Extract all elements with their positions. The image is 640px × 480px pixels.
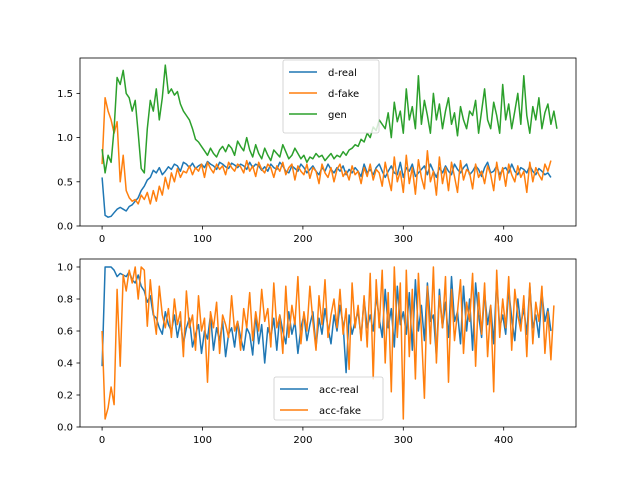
legend-label-d-fake: d-fake	[328, 89, 359, 100]
plot-area	[101, 266, 555, 420]
x-tick-label: 300	[394, 435, 413, 446]
y-tick-label: 0.0	[57, 222, 73, 233]
legend-label-acc-fake: acc-fake	[319, 406, 361, 417]
series-line-gen	[101, 64, 558, 174]
legend-label-d-real: d-real	[328, 68, 357, 79]
x-tick-label: 0	[99, 435, 105, 446]
series-line-acc-fake	[101, 266, 555, 420]
plot-area	[101, 64, 558, 218]
axes-frame	[79, 258, 577, 428]
legend: d-real d-fake gen	[282, 59, 380, 134]
x-tick-label: 0	[99, 234, 105, 245]
y-tick-label: 0.8	[57, 295, 73, 306]
y-tick-label: 0.6	[57, 327, 73, 338]
x-tick-label: 200	[293, 435, 312, 446]
loss-axes: 0 100 200 300 400 0.0 0.5 1.0 1.5 d-real d-fake gen	[57, 57, 577, 245]
y-tick-label: 0.2	[57, 391, 73, 402]
legend: acc-real acc-fake	[273, 376, 384, 421]
x-tick-label: 200	[293, 234, 312, 245]
legend-label-acc-real: acc-real	[319, 385, 359, 396]
y-tick-label: 0.5	[57, 177, 73, 188]
series-line-d-fake	[101, 97, 552, 205]
legend-label-gen: gen	[328, 110, 347, 121]
x-tick-label: 300	[394, 234, 413, 245]
y-tick-label: 1.0	[57, 133, 73, 144]
x-tick-label: 400	[494, 435, 513, 446]
accuracy-axes: 0 100 200 300 4000.00.20.40.60.81.0acc-reala…	[57, 258, 577, 446]
x-tick-label: 100	[193, 234, 212, 245]
y-tick-label: 0.0	[57, 423, 73, 434]
y-tick-label: 1.0	[57, 263, 73, 274]
y-tick-label: 1.5	[57, 89, 73, 100]
axes-frame	[79, 57, 577, 227]
x-tick-label: 400	[494, 234, 513, 245]
x-tick-label: 100	[193, 435, 212, 446]
y-tick-label: 0.4	[57, 359, 73, 370]
